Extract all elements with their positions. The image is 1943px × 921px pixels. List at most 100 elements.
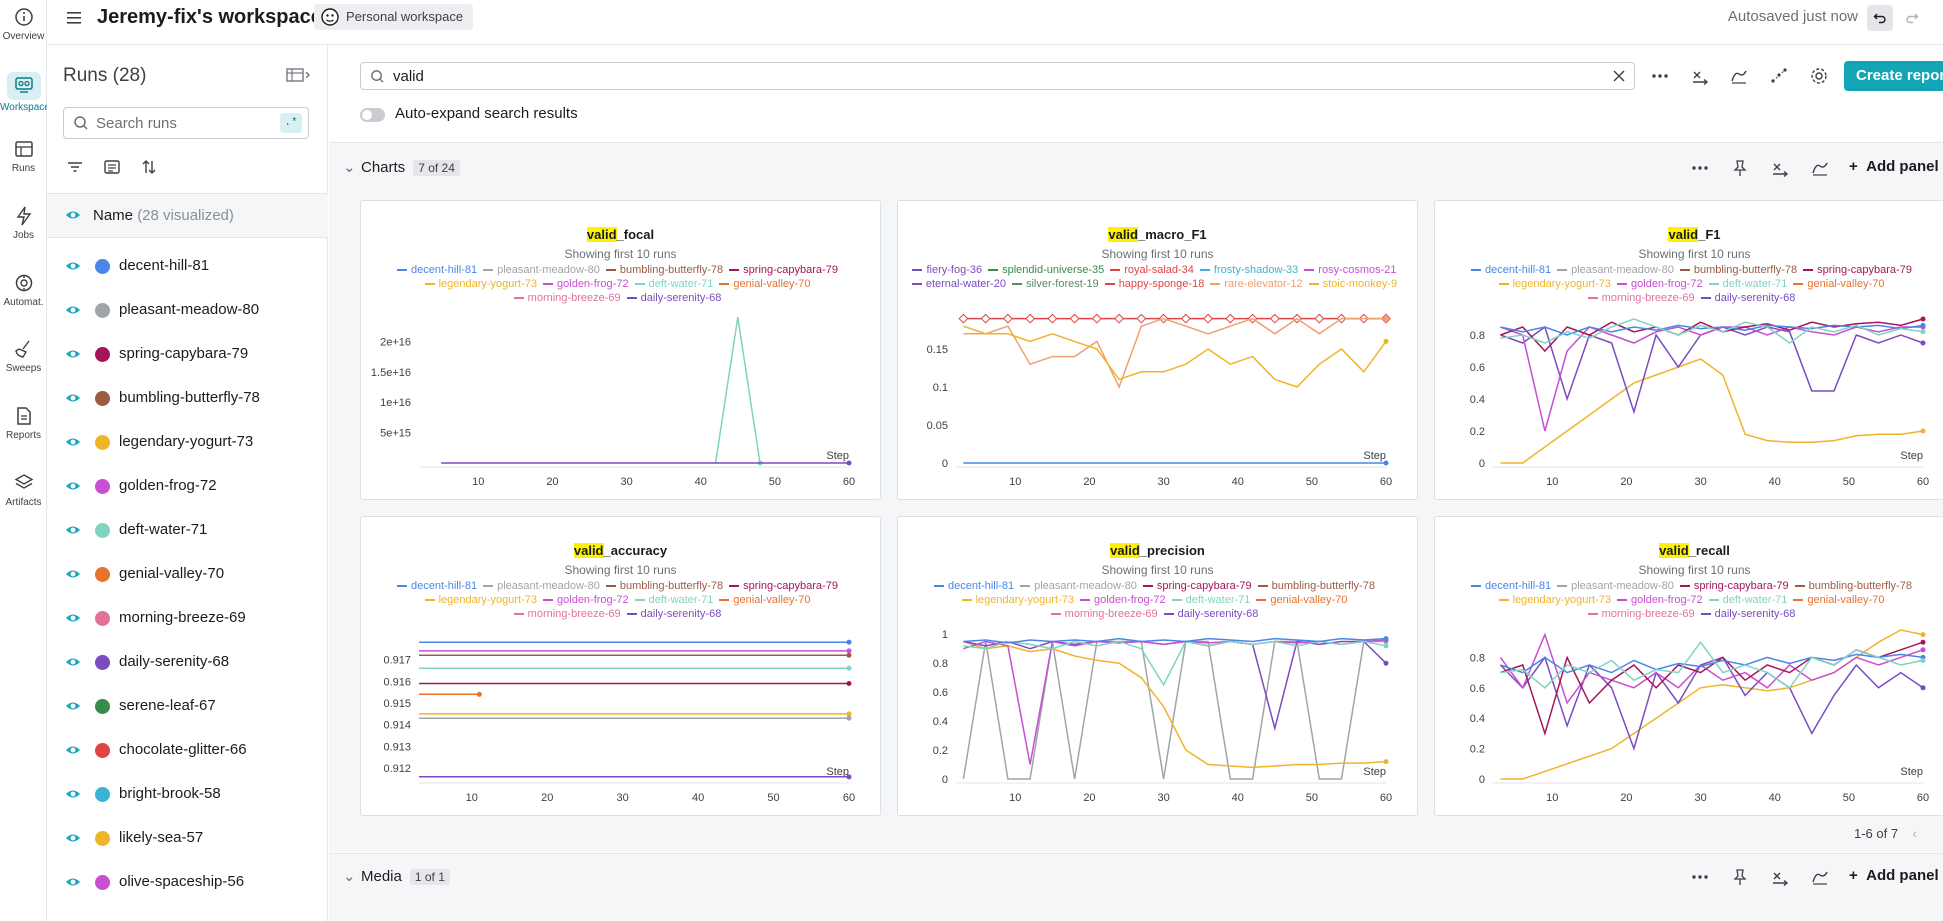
eye-icon[interactable] [65,347,81,361]
outliers-icon[interactable] [1769,66,1789,86]
hamburger-menu-icon[interactable] [65,8,85,28]
gear-icon[interactable] [1809,66,1829,86]
legend-entry[interactable]: bumbling-butterfly-78 [1679,263,1797,277]
chart-panel[interactable]: valid_accuracy Showing first 10 runs decen… [360,516,881,816]
legend-entry[interactable]: spring-capybara-79 [729,263,838,277]
undo-button[interactable] [1867,5,1893,31]
legend-entry[interactable]: legendary-yogurt-73 [424,593,537,607]
x-axis-icon[interactable] [1770,867,1790,887]
eye-icon[interactable] [65,259,81,273]
nav-item-reports[interactable]: Reports [0,405,47,441]
group-icon[interactable] [102,157,122,177]
legend-entry[interactable]: decent-hill-81 [1471,263,1551,277]
legend-entry[interactable]: spring-capybara-79 [1679,579,1789,593]
chart-panel[interactable]: valid_recall Showing first 10 runs decent-… [1434,516,1943,816]
eye-icon[interactable] [65,391,81,405]
create-report-button[interactable]: Create report [1844,61,1943,91]
legend-entry[interactable]: pleasant-meadow-80 [1557,263,1674,277]
legend-entry[interactable]: genial-valley-70 [1256,593,1347,607]
redo-button[interactable] [1899,5,1925,31]
legend-entry[interactable]: bumbling-butterfly-78 [1794,579,1912,593]
run-name[interactable]: olive-spaceship-56 [119,873,245,890]
legend-entry[interactable]: morning-breeze-69 [1050,607,1158,621]
smoothing-icon[interactable] [1810,867,1830,887]
legend-entry[interactable]: bumbling-butterfly-78 [605,263,723,277]
legend-entry[interactable]: morning-breeze-69 [513,607,621,621]
runs-name-header[interactable]: Name (28 visualized) [47,193,328,238]
filter-icon[interactable] [65,157,85,177]
add-panel-button[interactable]: + Add panel [1849,867,1939,884]
personal-workspace-badge[interactable]: Personal workspace [314,4,474,30]
x-axis-icon[interactable] [1770,158,1790,178]
run-name[interactable]: decent-hill-81 [119,257,210,274]
legend-entry[interactable]: daily-serenity-68 [626,291,721,305]
eye-icon[interactable] [65,743,81,757]
run-row[interactable]: daily-serenity-68 [47,641,328,685]
legend-entry[interactable]: legendary-yogurt-73 [424,277,537,291]
legend-entry[interactable]: splendid-universe-35 [988,263,1104,277]
run-row[interactable]: morning-breeze-69 [47,597,328,641]
eye-icon[interactable] [65,831,81,845]
nav-item-jobs[interactable]: Jobs [0,205,47,241]
eye-icon[interactable] [65,655,81,669]
legend-entry[interactable]: daily-serenity-68 [1700,291,1795,305]
smoothing-icon[interactable] [1729,66,1749,86]
run-color-dot[interactable] [95,391,110,406]
legend-entry[interactable]: genial-valley-70 [1793,277,1884,291]
run-row[interactable]: bright-brook-58 [47,773,328,817]
toggle-switch[interactable] [360,108,385,122]
legend-entry[interactable]: legendary-yogurt-73 [1498,277,1611,291]
run-row[interactable]: deft-water-71 [47,509,328,553]
eye-icon[interactable] [65,208,81,222]
run-row[interactable]: likely-sea-57 [47,817,328,861]
sort-icon[interactable] [139,157,159,177]
legend-entry[interactable]: pleasant-meadow-80 [483,263,600,277]
eye-icon[interactable] [65,567,81,581]
legend-entry[interactable]: fiery-fog-36 [912,263,982,277]
add-panel-button[interactable]: + Add panel [1849,158,1939,175]
legend-entry[interactable]: genial-valley-70 [1793,593,1884,607]
eye-icon[interactable] [65,611,81,625]
eye-icon[interactable] [65,479,81,493]
nav-item-sweeps[interactable]: Sweeps [0,338,47,374]
legend-entry[interactable]: pleasant-meadow-80 [483,579,600,593]
charts-section-header[interactable]: ⌄ Charts 7 of 24 [343,158,460,176]
run-name[interactable]: daily-serenity-68 [119,653,230,670]
legend-entry[interactable]: bumbling-butterfly-78 [605,579,723,593]
legend-entry[interactable]: golden-frog-72 [1617,593,1703,607]
legend-entry[interactable]: decent-hill-81 [397,263,477,277]
legend-entry[interactable]: daily-serenity-68 [1163,607,1258,621]
nav-item-automations[interactable]: Automat. [0,272,47,308]
legend-entry[interactable]: morning-breeze-69 [513,291,621,305]
legend-entry[interactable]: daily-serenity-68 [1700,607,1795,621]
legend-entry[interactable]: golden-frog-72 [1080,593,1166,607]
legend-entry[interactable]: pleasant-meadow-80 [1557,579,1674,593]
more-options-icon[interactable] [1650,66,1670,86]
legend-entry[interactable]: stoic-monkey-9 [1308,277,1397,291]
legend-entry[interactable]: deft-water-71 [634,277,713,291]
legend-entry[interactable]: spring-capybara-79 [729,579,838,593]
legend-entry[interactable]: deft-water-71 [1171,593,1250,607]
run-color-dot[interactable] [95,523,110,538]
smoothing-icon[interactable] [1810,158,1830,178]
chevron-down-icon[interactable]: ⌄ [343,868,356,885]
eye-icon[interactable] [65,435,81,449]
legend-entry[interactable]: decent-hill-81 [397,579,477,593]
legend-entry[interactable]: golden-frog-72 [1617,277,1703,291]
legend-entry[interactable]: bumbling-butterfly-78 [1257,579,1375,593]
eye-icon[interactable] [65,523,81,537]
run-name[interactable]: bumbling-butterfly-78 [119,389,260,406]
run-name[interactable]: serene-leaf-67 [119,697,216,714]
x-axis-icon[interactable] [1690,66,1710,86]
run-color-dot[interactable] [95,655,110,670]
legend-entry[interactable]: decent-hill-81 [1471,579,1551,593]
legend-entry[interactable]: eternal-water-20 [911,277,1006,291]
legend-entry[interactable]: genial-valley-70 [719,593,810,607]
chart-panel[interactable]: valid_precision Showing first 10 runs dece… [897,516,1418,816]
nav-item-overview[interactable]: Overview [0,6,47,42]
nav-item-workspace[interactable]: Workspace [0,72,50,113]
panel-search-input[interactable] [393,66,1573,86]
run-color-dot[interactable] [95,611,110,626]
legend-entry[interactable]: frosty-shadow-33 [1199,263,1298,277]
legend-entry[interactable]: legendary-yogurt-73 [961,593,1074,607]
